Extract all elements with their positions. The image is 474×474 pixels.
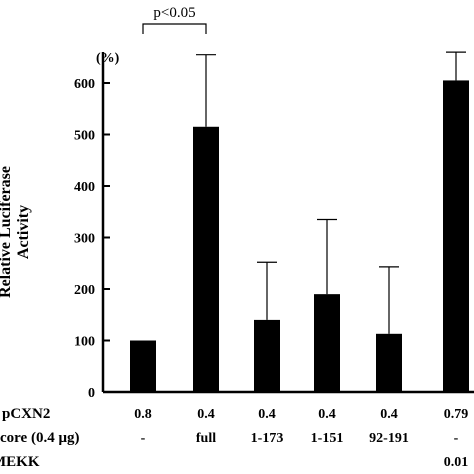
row-label: -core (0.4 μg) — [0, 430, 79, 446]
row-cell: 0.4 — [258, 407, 276, 422]
y-axis-label-line2: Activity — [15, 205, 32, 259]
y-axis-unit: (%) — [96, 51, 120, 66]
significance-bracket: p<0.05 — [142, 5, 207, 34]
y-tick-labels: 0 100 200 300 400 500 600 — [74, 77, 95, 401]
bracket-line — [142, 23, 207, 34]
row-cell: 1-151 — [311, 431, 344, 446]
row-cell: 1-173 — [251, 431, 284, 446]
y-tick-label: 0 — [88, 386, 95, 401]
y-tick-label: 500 — [74, 129, 95, 144]
row-cell: 0.79 — [444, 407, 469, 422]
bar — [193, 126, 219, 393]
row-cell: 0.4 — [318, 407, 336, 422]
y-tick-label: 200 — [74, 283, 95, 298]
row-cell: 0.01 — [444, 455, 469, 470]
bar — [376, 333, 402, 392]
y-tick-label: 100 — [74, 335, 95, 350]
axes — [101, 52, 474, 394]
row-cell: full — [196, 431, 216, 446]
y-axis-label-line1: Relative Luciferase — [0, 166, 14, 298]
row-label: MEKK — [0, 454, 40, 470]
error-bars-group — [196, 51, 466, 334]
y-tick-label: 400 — [74, 180, 95, 195]
significance-label: p<0.05 — [153, 5, 195, 21]
condition-table: pCXN2 0.8 0.4 0.4 0.4 0.4 0.79 -core (0.4 μg) - f… — [0, 406, 468, 470]
row-cell: - — [454, 431, 459, 446]
row-cell: 92-191 — [369, 431, 409, 446]
row-cell: - — [141, 431, 146, 446]
bars-group — [130, 80, 469, 393]
bar — [254, 319, 280, 392]
y-tick-label: 300 — [74, 232, 95, 247]
bar — [443, 80, 469, 393]
bar — [130, 340, 156, 392]
y-tick-label: 600 — [74, 77, 95, 92]
row-cell: 0.8 — [134, 407, 152, 422]
row-label: pCXN2 — [2, 406, 50, 422]
bar — [314, 294, 340, 392]
row-cell: 0.4 — [380, 407, 398, 422]
row-cell: 0.4 — [197, 407, 215, 422]
